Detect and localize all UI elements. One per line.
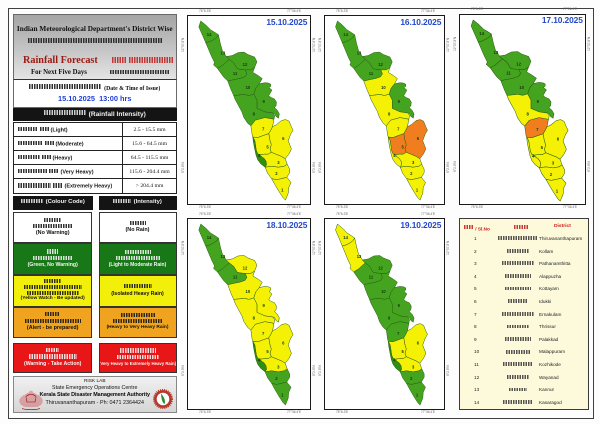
svg-text:1: 1 <box>416 392 419 397</box>
svg-text:10: 10 <box>381 85 386 90</box>
svg-text:11: 11 <box>369 71 374 76</box>
svg-text:1: 1 <box>281 392 284 397</box>
svg-text:3: 3 <box>552 160 555 165</box>
svg-text:2: 2 <box>275 376 278 381</box>
svg-text:8: 8 <box>253 315 256 320</box>
svg-text:9: 9 <box>398 99 401 104</box>
svg-text:7: 7 <box>536 126 539 131</box>
svg-text:6: 6 <box>282 340 285 345</box>
svg-text:5: 5 <box>266 349 269 354</box>
svg-text:9: 9 <box>537 98 540 103</box>
svg-text:6: 6 <box>417 136 420 141</box>
svg-text:3: 3 <box>412 160 415 165</box>
svg-text:10: 10 <box>246 85 251 90</box>
svg-text:9: 9 <box>262 303 265 308</box>
svg-text:4: 4 <box>258 153 261 158</box>
svg-text:13: 13 <box>357 254 362 259</box>
svg-text:14: 14 <box>479 31 484 36</box>
svg-text:4: 4 <box>258 357 261 362</box>
svg-text:4: 4 <box>393 357 396 362</box>
svg-text:5: 5 <box>541 144 544 149</box>
svg-text:11: 11 <box>233 274 238 279</box>
svg-text:12: 12 <box>516 61 521 66</box>
svg-text:13: 13 <box>221 254 226 259</box>
svg-text:10: 10 <box>519 84 524 89</box>
svg-text:13: 13 <box>357 50 362 55</box>
svg-text:11: 11 <box>233 71 238 76</box>
svg-text:9: 9 <box>398 303 401 308</box>
svg-text:13: 13 <box>493 49 498 54</box>
svg-text:5: 5 <box>401 349 404 354</box>
svg-text:6: 6 <box>557 136 560 141</box>
svg-text:14: 14 <box>207 235 212 240</box>
svg-text:1: 1 <box>281 187 284 192</box>
svg-text:2: 2 <box>410 376 413 381</box>
svg-text:5: 5 <box>266 144 269 149</box>
svg-text:2: 2 <box>410 171 413 176</box>
svg-text:6: 6 <box>417 340 420 345</box>
svg-text:2: 2 <box>550 171 553 176</box>
svg-text:10: 10 <box>381 289 386 294</box>
svg-text:12: 12 <box>243 265 248 270</box>
svg-text:14: 14 <box>207 32 212 37</box>
svg-text:7: 7 <box>397 331 400 336</box>
svg-text:2: 2 <box>275 171 278 176</box>
svg-text:7: 7 <box>397 127 400 132</box>
svg-text:3: 3 <box>277 364 280 369</box>
svg-text:7: 7 <box>262 331 265 336</box>
svg-text:8: 8 <box>388 315 391 320</box>
svg-text:9: 9 <box>262 99 265 104</box>
svg-text:13: 13 <box>221 51 226 56</box>
svg-text:3: 3 <box>412 364 415 369</box>
svg-text:8: 8 <box>388 111 391 116</box>
svg-text:11: 11 <box>369 274 374 279</box>
svg-text:4: 4 <box>393 153 396 158</box>
svg-text:3: 3 <box>277 160 280 165</box>
svg-text:10: 10 <box>246 289 251 294</box>
svg-text:6: 6 <box>282 136 285 141</box>
svg-text:8: 8 <box>253 111 256 116</box>
svg-text:5: 5 <box>401 144 404 149</box>
svg-text:14: 14 <box>343 32 348 37</box>
svg-text:8: 8 <box>526 111 529 116</box>
svg-text:12: 12 <box>378 265 383 270</box>
svg-text:12: 12 <box>243 62 248 67</box>
svg-text:1: 1 <box>416 187 419 192</box>
svg-text:11: 11 <box>506 70 511 75</box>
svg-text:7: 7 <box>262 127 265 132</box>
svg-text:12: 12 <box>378 62 383 67</box>
svg-text:4: 4 <box>532 153 535 158</box>
svg-text:1: 1 <box>556 188 559 193</box>
svg-text:14: 14 <box>343 235 348 240</box>
